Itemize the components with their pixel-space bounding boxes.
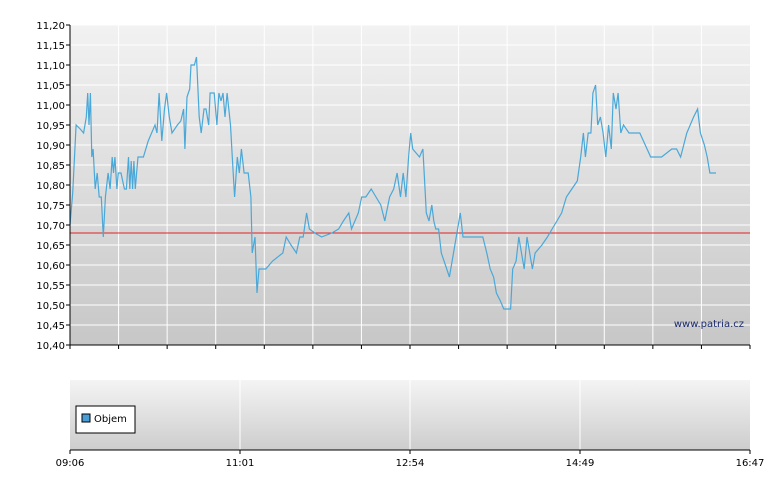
x-axis-ticks-main [69, 345, 751, 349]
y-axis-ticks: 10,40 10,45 10,50 10,55 10,60 10,65 10,70 10,75… [36, 21, 70, 352]
price-series-line [69, 56, 716, 310]
y-tick-label: 10,95 [36, 121, 65, 132]
legend-swatch [81, 413, 91, 423]
y-tick-label: 10,40 [36, 341, 65, 352]
x-tick-label: 12:54 [396, 458, 425, 469]
y-tick-label: 10,80 [36, 181, 65, 192]
legend: Objem [75, 405, 136, 434]
x-tick-label: 11:01 [226, 458, 255, 469]
y-tick-label: 10,65 [36, 241, 65, 252]
x-axis-ticks-volume: 09:06 11:01 12:54 14:49 16:47 [56, 450, 765, 469]
volume-grid [239, 380, 581, 450]
x-tick-label: 16:47 [736, 458, 765, 469]
x-tick-label: 09:06 [56, 458, 85, 469]
y-tick-label: 10,75 [36, 201, 65, 212]
y-tick-label: 10,70 [36, 221, 65, 232]
y-tick-label: 11,00 [36, 101, 65, 112]
y-tick-label: 10,45 [36, 321, 65, 332]
y-tick-label: 10,90 [36, 141, 65, 152]
y-tick-label: 10,60 [36, 261, 65, 272]
y-tick-label: 11,05 [36, 81, 65, 92]
watermark: www.patria.cz [674, 319, 744, 330]
y-tick-label: 11,20 [36, 21, 65, 32]
y-tick-label: 10,85 [36, 161, 65, 172]
x-tick-label: 14:49 [566, 458, 595, 469]
legend-label: Objem [94, 414, 127, 425]
y-tick-label: 10,55 [36, 281, 65, 292]
y-tick-label: 11,15 [36, 41, 65, 52]
y-tick-label: 11,10 [36, 61, 65, 72]
y-tick-label: 10,50 [36, 301, 65, 312]
